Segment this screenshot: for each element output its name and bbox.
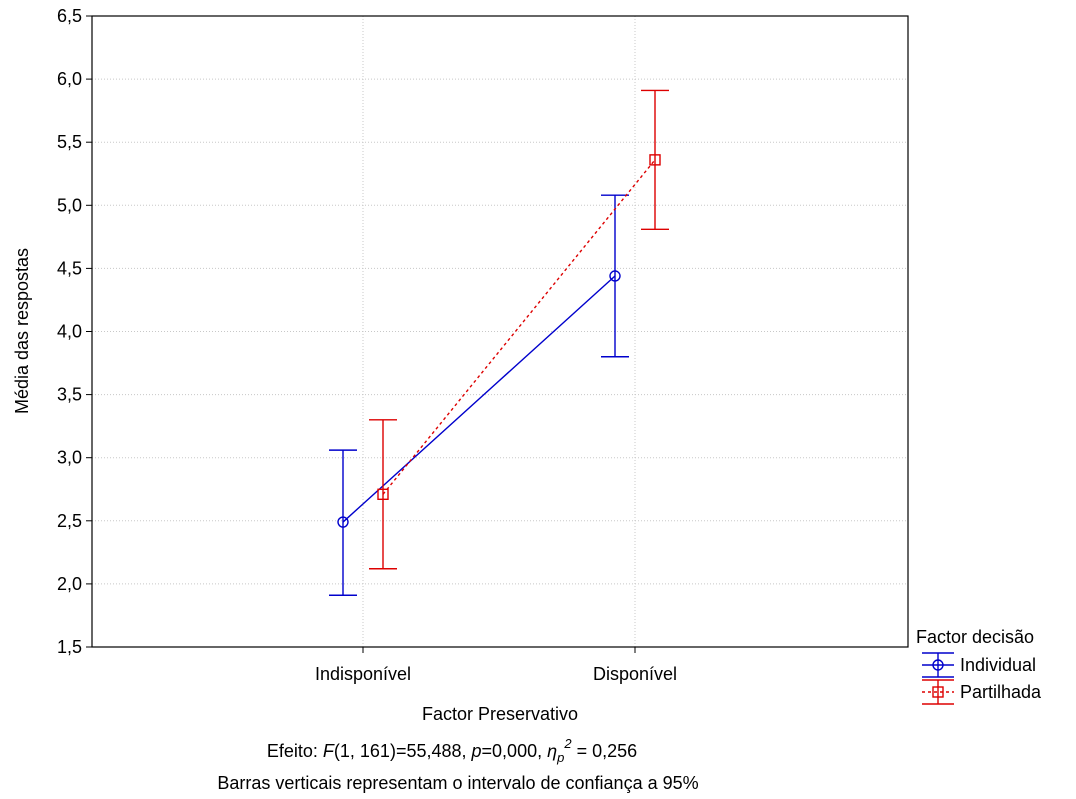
legend-item-partilhada: Partilhada [922, 679, 1042, 705]
y-tick-label: 4,0 [57, 322, 82, 342]
series-line [382, 159, 656, 495]
y-tick-label: 1,5 [57, 637, 82, 657]
series-layer [329, 89, 669, 596]
legend: Factor decisão Individual Partilhada [916, 627, 1042, 705]
plot-frame [91, 15, 909, 648]
data-point-circle [932, 659, 944, 671]
y-axis-ticks: 1,5 2,0 2,5 3,0 3,5 4,0 4,5 5,0 5,5 6,0 6,5 [57, 6, 92, 657]
effect-f-args: (1, 161)=55,488, [334, 741, 472, 761]
y-tick-label: 3,0 [57, 448, 82, 468]
y-tick-label: 2,0 [57, 574, 82, 594]
x-axis-label: Factor Preservativo [422, 704, 578, 724]
y-tick-label: 5,0 [57, 195, 82, 215]
effect-prefix: Efeito: [267, 741, 323, 761]
legend-title: Factor decisão [916, 627, 1034, 647]
data-point-square [649, 154, 661, 166]
grid-lines [92, 16, 908, 647]
series-individual [329, 194, 629, 596]
x-tick-label: Indisponível [315, 664, 411, 684]
legend-label: Partilhada [960, 682, 1042, 702]
y-tick-label: 3,5 [57, 385, 82, 405]
effect-p-value: =0,000, [482, 741, 548, 761]
y-axis-label: Média das respostas [12, 248, 32, 414]
legend-label: Individual [960, 655, 1036, 675]
effect-annotation: Efeito: F(1, 161)=55,488, p=0,000, ηp2 =… [267, 736, 637, 765]
y-tick-label: 6,5 [57, 6, 82, 26]
data-point-circle [609, 270, 621, 282]
x-axis-ticks: Indisponível Disponível [315, 647, 677, 684]
x-tick-label: Disponível [593, 664, 677, 684]
effect-f-symbol: F [323, 741, 335, 761]
effect-eta-symbol: η [547, 741, 557, 761]
y-tick-label: 2,5 [57, 511, 82, 531]
effect-p-symbol: p [471, 741, 482, 761]
data-point-circle [337, 516, 349, 528]
confidence-note: Barras verticais representam o intervalo… [217, 773, 698, 793]
series-partilhada [369, 89, 669, 570]
effect-eta-subscript: p [556, 750, 564, 765]
y-tick-label: 6,0 [57, 69, 82, 89]
effect-eta-value: = 0,256 [572, 741, 638, 761]
data-point-square [932, 686, 944, 698]
series-line [342, 275, 616, 523]
effect-eta-superscript: 2 [563, 736, 572, 751]
y-tick-label: 4,5 [57, 258, 82, 278]
data-point-square [377, 488, 389, 500]
y-tick-label: 5,5 [57, 132, 82, 152]
legend-item-individual: Individual [922, 652, 1036, 678]
